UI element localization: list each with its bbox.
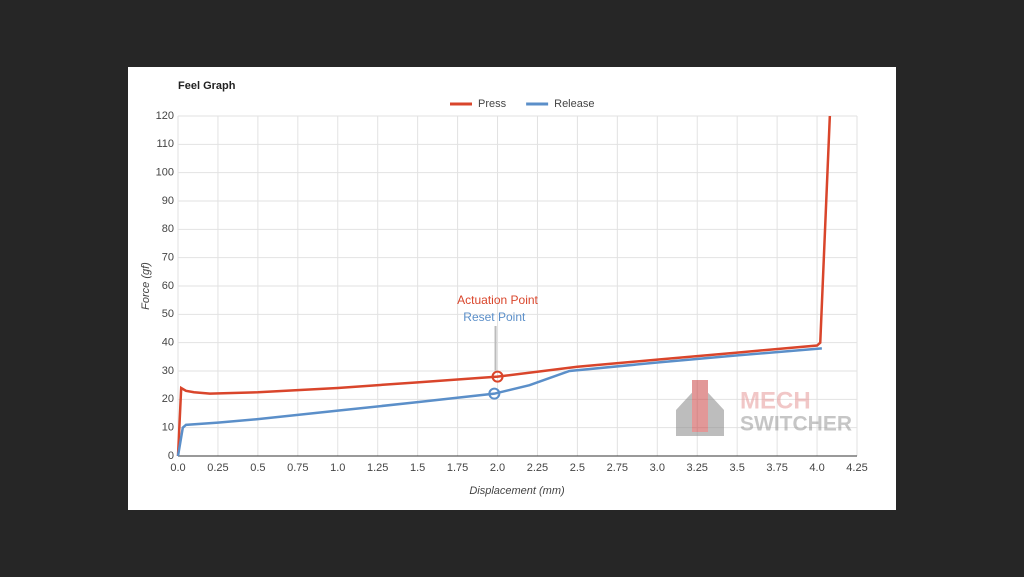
x-tick-label: 3.5: [730, 462, 745, 474]
x-tick-label: 3.0: [650, 462, 665, 474]
y-axis-label: Force (gf): [140, 262, 152, 310]
y-tick-label: 10: [162, 422, 174, 434]
y-tick-label: 30: [162, 365, 174, 377]
y-tick-label: 50: [162, 308, 174, 320]
y-tick-label: 120: [156, 110, 174, 122]
x-tick-label: 1.75: [447, 462, 468, 474]
y-tick-label: 80: [162, 223, 174, 235]
x-tick-label: 0.0: [170, 462, 185, 474]
x-tick-label: 2.5: [570, 462, 585, 474]
watermark: MECH SWITCHER: [676, 380, 852, 436]
y-tick-label: 60: [162, 280, 174, 292]
y-tick-label: 40: [162, 337, 174, 349]
legend-label: Release: [554, 98, 594, 110]
y-tick-label: 20: [162, 393, 174, 405]
legend-label: Press: [478, 98, 507, 110]
annotation-label: Actuation Point: [457, 293, 538, 307]
x-axis-label: Displacement (mm): [469, 485, 565, 497]
y-tick-label: 100: [156, 167, 174, 179]
x-tick-label: 3.75: [766, 462, 787, 474]
annotation-marker: [491, 370, 504, 383]
x-tick-label: 4.0: [809, 462, 824, 474]
series-line: [176, 115, 832, 457]
x-tick-label: 2.25: [527, 462, 548, 474]
watermark-icon: [692, 380, 708, 432]
x-tick-label: 3.25: [687, 462, 708, 474]
series-line: [176, 347, 822, 457]
x-tick-label: 0.75: [287, 462, 308, 474]
watermark-text: MECH: [740, 387, 811, 414]
x-tick-label: 1.25: [367, 462, 388, 474]
x-tick-label: 4.25: [846, 462, 867, 474]
annotation-marker: [488, 387, 501, 400]
x-tick-label: 1.5: [410, 462, 425, 474]
watermark-text: SWITCHER: [740, 413, 852, 436]
y-tick-label: 110: [156, 138, 174, 150]
x-tick-label: 0.5: [250, 462, 265, 474]
x-tick-label: 2.0: [490, 462, 505, 474]
y-tick-label: 90: [162, 195, 174, 207]
x-tick-label: 0.25: [207, 462, 228, 474]
x-tick-label: 1.0: [330, 462, 345, 474]
y-tick-label: 0: [168, 450, 174, 462]
y-tick-label: 70: [162, 252, 174, 264]
chart-panel: [128, 67, 896, 510]
grid: [177, 115, 858, 457]
chart-title: Feel Graph: [178, 80, 236, 92]
x-tick-label: 2.75: [607, 462, 628, 474]
annotation-label: Reset Point: [463, 310, 526, 324]
